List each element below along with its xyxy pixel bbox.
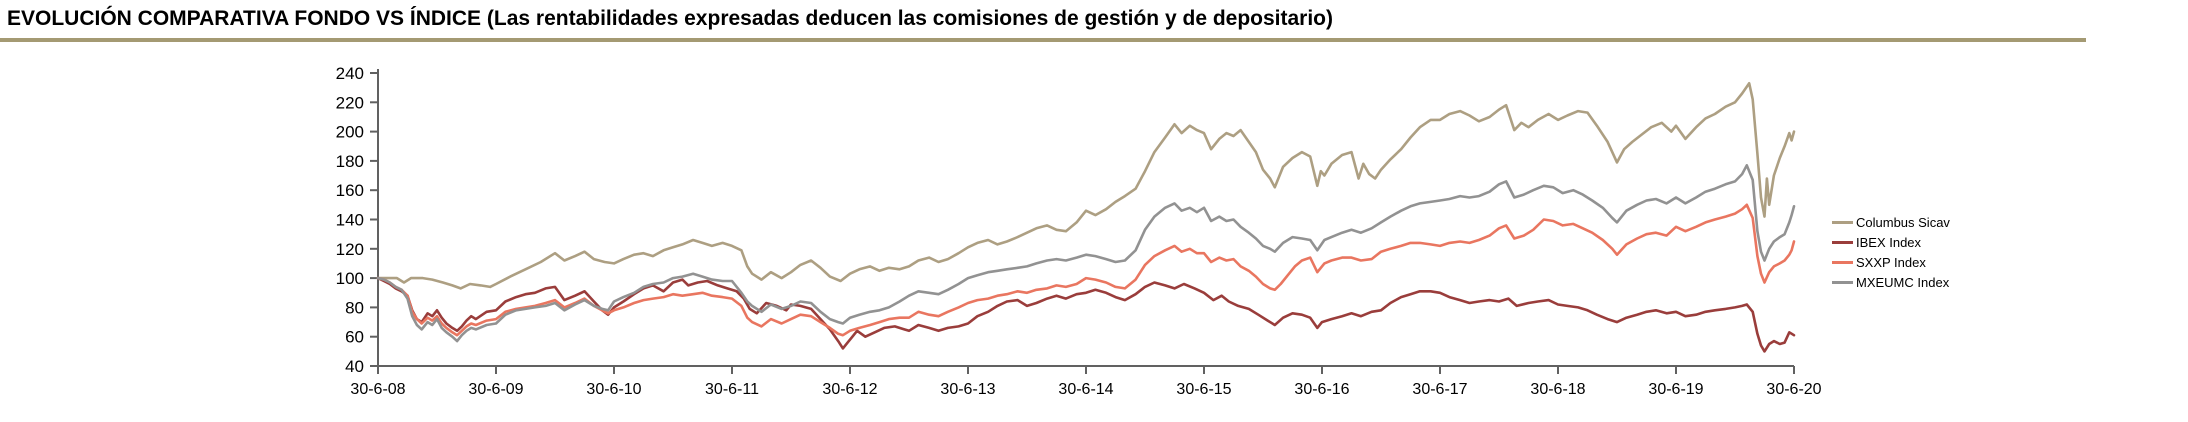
y-tick-label: 220 (336, 93, 364, 112)
y-tick-label: 140 (336, 211, 364, 230)
x-tick-label: 30-6-19 (1648, 381, 1703, 398)
y-tick-label: 60 (345, 328, 364, 347)
x-tick-label: 30-6-09 (468, 381, 523, 398)
series-line-sxxp-index (376, 203, 1796, 337)
legend-swatch-ibex-index (1832, 240, 1853, 244)
legend-swatch-mxeumc-index (1832, 280, 1853, 284)
legend-item-mxeumc-index: MXEUMC Index (1832, 272, 1950, 292)
x-tick-label: 30-6-12 (822, 381, 877, 398)
x-tick-label: 30-6-11 (705, 381, 759, 398)
y-tick-label: 120 (336, 240, 364, 259)
legend-item-ibex-index: IBEX Index (1832, 232, 1950, 252)
y-tick-label: 100 (336, 269, 364, 288)
legend-label: MXEUMC Index (1856, 274, 1950, 290)
page-title: EVOLUCIÓN COMPARATIVA FONDO VS ÍNDICE (L… (7, 7, 1334, 30)
y-tick-label: 180 (336, 152, 364, 171)
series-line-columbus-sicav (376, 82, 1796, 290)
x-tick-label: 30-6-08 (350, 381, 405, 398)
title-underline-rule (0, 38, 2086, 42)
x-tick-label: 30-6-10 (586, 381, 641, 398)
legend-swatch-sxxp-index (1832, 260, 1853, 264)
y-tick-label: 40 (345, 357, 364, 376)
chart-legend: Columbus Sicav IBEX Index SXXP Index MXEUMC… (1832, 212, 1950, 292)
legend-swatch-columbus-sicav (1832, 220, 1853, 224)
legend-label: IBEX Index (1856, 234, 1922, 250)
y-tick-label: 240 (336, 64, 364, 83)
x-tick-label: 30-6-20 (1766, 381, 1821, 398)
x-tick-label: 30-6-18 (1530, 381, 1585, 398)
series-line-mxeumc-index (376, 164, 1796, 343)
legend-item-columbus-sicav: Columbus Sicav (1832, 212, 1950, 232)
legend-item-sxxp-index: SXXP Index (1832, 252, 1950, 272)
y-tick-label: 200 (336, 123, 364, 142)
x-tick-label: 30-6-15 (1176, 381, 1231, 398)
x-tick-label: 30-6-16 (1294, 381, 1349, 398)
legend-label: Columbus Sicav (1856, 214, 1950, 230)
legend-label: SXXP Index (1856, 254, 1926, 270)
y-tick-label: 160 (336, 181, 364, 200)
x-tick-label: 30-6-13 (940, 381, 995, 398)
series-line-ibex-index (376, 276, 1796, 353)
y-tick-label: 80 (345, 298, 364, 317)
x-tick-label: 30-6-17 (1412, 381, 1467, 398)
x-tick-label: 30-6-14 (1058, 381, 1113, 398)
